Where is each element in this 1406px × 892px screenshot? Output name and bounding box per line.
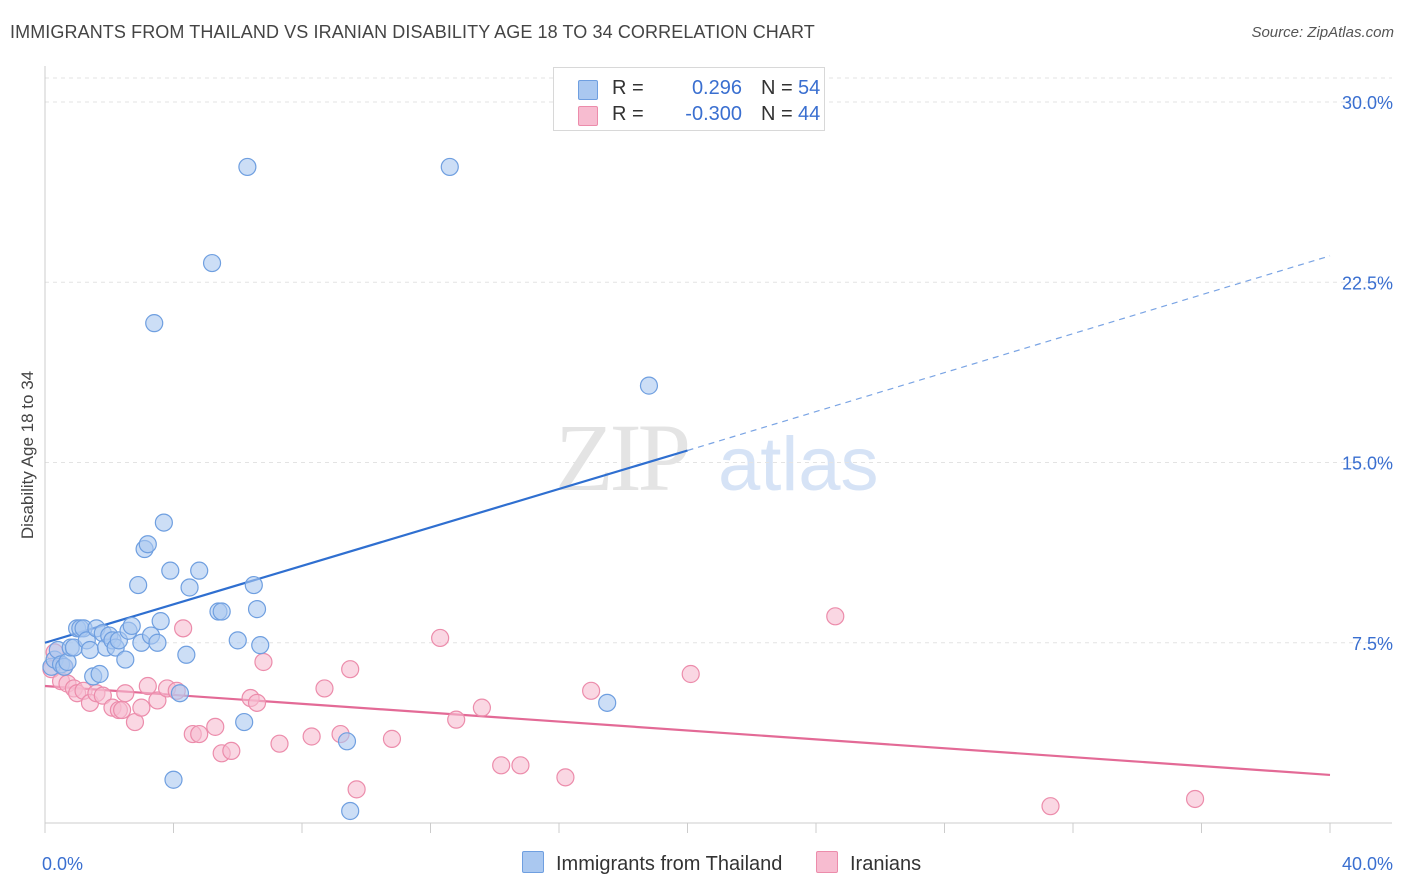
legend-n-value: 44: [798, 103, 821, 125]
iranians-point: [492, 756, 511, 775]
iranians-point: [148, 691, 167, 710]
bottom-legend-label: Iranians: [850, 853, 922, 875]
axes: [44, 66, 1392, 833]
iranians-point: [341, 660, 360, 679]
legend-r-label: R =: [612, 103, 644, 125]
iranians-point: [1041, 797, 1060, 816]
bottom-legend-iranians: Iranians: [816, 851, 921, 876]
x-tick-label: 0.0%: [42, 854, 83, 874]
zipatlas-watermark: ZIP atlas: [555, 404, 879, 511]
legend-n-value: 54: [798, 77, 821, 99]
chart-title: IMMIGRANTS FROM THAILAND VS IRANIAN DISA…: [10, 22, 815, 42]
thailand-point: [337, 732, 357, 751]
iranians-point: [270, 734, 289, 753]
iranians-point: [511, 756, 530, 775]
thailand-point: [129, 575, 148, 595]
thailand-point: [235, 712, 254, 732]
iranians-point: [247, 693, 267, 712]
iranians-point: [447, 710, 466, 729]
thailand-point: [244, 575, 263, 595]
thailand-point: [238, 157, 257, 177]
thailand-point: [190, 561, 209, 580]
legend-n-label: N =: [761, 103, 793, 125]
watermark-atlas: atlas: [718, 422, 879, 507]
thailand-point: [151, 612, 170, 631]
bottom-legend-swatch-blue: [522, 851, 544, 873]
thailand-point: [247, 600, 267, 619]
legend-r-value: -0.300: [685, 103, 742, 125]
legend-r-value: 0.296: [691, 77, 742, 99]
thailand-point: [170, 684, 190, 703]
thailand-point: [148, 633, 167, 652]
iranians-points: [42, 607, 1205, 816]
iranians-point: [93, 686, 112, 705]
iranians-point: [138, 676, 157, 696]
legend-swatch-pink: [578, 106, 598, 126]
legend-swatch-blue: [578, 80, 598, 100]
iranians-point: [681, 664, 700, 684]
bottom-legend-thailand: Immigrants from Thailand: [522, 851, 782, 876]
iranians-point: [1185, 789, 1205, 809]
y-tick-label: 30.0%: [1342, 93, 1393, 113]
x-tick-label: 40.0%: [1342, 854, 1393, 874]
thailand-point: [90, 664, 109, 684]
iranians-point: [132, 698, 151, 717]
trend-lines: [44, 255, 1331, 777]
iranians-point: [431, 628, 450, 648]
y-tick-label: 22.5%: [1342, 273, 1393, 293]
y-tick-labels: 7.5% 15.0% 22.5% 30.0%: [1342, 93, 1393, 654]
thailand-point: [80, 640, 100, 660]
thailand-point: [639, 376, 659, 395]
thailand-point: [138, 535, 157, 554]
iranians-point: [174, 619, 193, 638]
thailand-point: [228, 631, 247, 650]
thailand-point: [212, 602, 231, 621]
iranians-point: [826, 607, 845, 626]
iranians-point: [116, 684, 135, 703]
thailand-points: [42, 157, 659, 821]
thailand-point: [164, 770, 183, 789]
thailand-point: [251, 636, 270, 655]
thailand-point: [598, 693, 617, 712]
iranians-point: [556, 768, 575, 787]
iranians-point: [582, 681, 601, 700]
y-tick-label: 15.0%: [1342, 454, 1393, 474]
iranians-point: [302, 727, 321, 746]
thailand-point: [177, 645, 196, 664]
legend-n-label: N =: [761, 77, 793, 99]
thailand-point: [202, 253, 222, 273]
thailand-point: [180, 578, 199, 597]
iranians-point: [222, 741, 241, 761]
source-label: Source: ZipAtlas.com: [1251, 24, 1394, 41]
iranians-point: [472, 698, 491, 717]
correlation-legend: R = 0.296 N = 54 R = -0.300 N = 44: [553, 67, 825, 131]
thailand-trend-extension: [687, 255, 1331, 452]
legend-r-label: R =: [612, 77, 644, 99]
thailand-point: [145, 314, 164, 333]
iranians-point: [254, 652, 273, 672]
thailand-point: [341, 801, 360, 821]
bottom-legend-label: Immigrants from Thailand: [556, 853, 783, 875]
iranians-point: [206, 717, 225, 736]
watermark-zip: ZIP: [555, 404, 688, 511]
iranians-point: [112, 700, 132, 720]
y-axis-label: Disability Age 18 to 34: [18, 371, 37, 539]
thailand-point: [440, 157, 459, 177]
iranians-point: [190, 724, 209, 744]
thailand-point: [154, 513, 173, 532]
thailand-point: [161, 561, 180, 580]
thailand-point: [122, 616, 141, 636]
thailand-trend-line: [44, 449, 688, 644]
iranians-trend-line: [44, 684, 1331, 777]
iranians-point: [347, 780, 366, 799]
thailand-point: [116, 650, 135, 669]
bottom-legend-swatch-pink: [816, 851, 838, 873]
y-tick-label: 7.5%: [1352, 634, 1393, 654]
iranians-point: [382, 729, 402, 748]
iranians-point: [315, 679, 334, 698]
x-tick-labels: 0.0% 40.0%: [42, 854, 1393, 874]
